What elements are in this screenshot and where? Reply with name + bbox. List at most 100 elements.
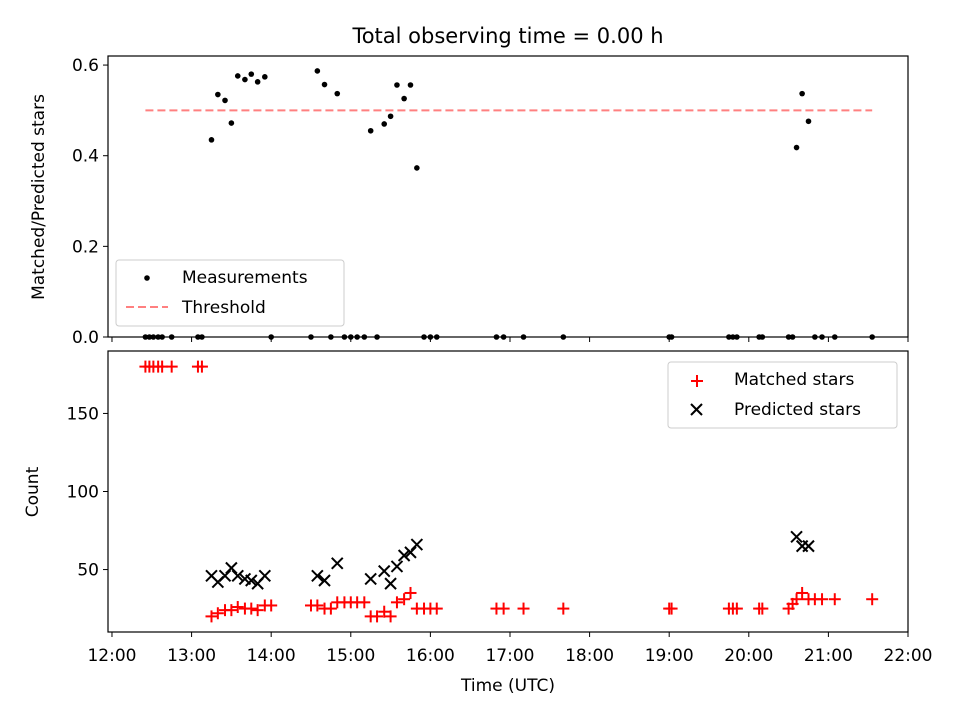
y-tick-label: 0.4 — [72, 147, 99, 167]
y-tick-label: 100 — [67, 483, 99, 503]
legend-label-matched: Matched stars — [734, 370, 854, 390]
measurement-point — [805, 118, 812, 125]
y-axis-label: Count — [23, 466, 43, 517]
matched-stars-point — [796, 586, 809, 599]
x-tick-label: 21:00 — [804, 646, 853, 666]
predicted-stars-point — [790, 530, 803, 543]
legend-box — [667, 361, 898, 429]
measurement-point — [394, 82, 400, 88]
matched-stars-point — [665, 602, 678, 615]
y-tick-label: 0.0 — [72, 328, 99, 348]
plot-area — [139, 360, 879, 623]
measurement-point — [414, 165, 420, 171]
legend: Matched stars Predicted stars — [667, 361, 898, 429]
legend-label-measurements: Measurements — [182, 268, 308, 288]
predicted-stars-point — [384, 577, 397, 590]
predicted-stars-point — [390, 560, 404, 573]
x-tick-label: 13:00 — [167, 646, 216, 666]
measurement-point — [215, 91, 221, 98]
axes-frame — [107, 350, 909, 633]
matched-stars-point — [430, 602, 443, 615]
matched-stars-point — [398, 593, 411, 606]
x-tick-label: 15:00 — [326, 646, 375, 666]
matched-stars-point — [231, 601, 244, 614]
measurement-point — [254, 79, 261, 85]
predicted-stars-point — [364, 572, 377, 586]
predicted-stars-point — [378, 564, 391, 578]
legend-box — [115, 259, 345, 327]
legend-marker-predicted — [690, 403, 703, 416]
y-tick-label: 50 — [77, 561, 99, 581]
y-axis-ticks: 0.0 0.2 0.4 0.6 — [72, 56, 108, 348]
matched-stars-point — [517, 602, 530, 615]
predicted-stars-point — [311, 569, 324, 583]
matched-stars-point — [756, 602, 769, 615]
measurement-point — [262, 74, 268, 80]
matched-stars-point — [358, 596, 371, 609]
matched-stars-point — [211, 607, 224, 620]
x-axis-label: Time (UTC) — [460, 676, 555, 696]
x-tick-label: 19:00 — [645, 646, 694, 666]
matched-stars-point — [378, 605, 391, 618]
measurement-point — [334, 90, 341, 97]
x-tick-label: 14:00 — [247, 646, 296, 666]
measurement-point — [234, 73, 241, 79]
y-tick-label: 150 — [67, 404, 99, 424]
x-tick-label: 18:00 — [565, 646, 614, 666]
y-axis-ticks: 50 100 150 — [67, 404, 108, 581]
predicted-stars-point — [410, 538, 424, 551]
x-axis-ticks: 12:00 13:00 14:00 15:00 16:00 17:00 18:00 19:00… — [87, 632, 933, 666]
y-tick-label: 0.6 — [72, 56, 99, 76]
measurement-point — [799, 90, 805, 97]
x-tick-label: 17:00 — [485, 646, 534, 666]
measurement-point — [387, 113, 394, 120]
matched-stars-point — [384, 610, 397, 623]
matched-stars-point — [866, 593, 879, 606]
matched-stars-point — [265, 599, 278, 612]
predicted-stars-point — [231, 569, 244, 583]
predicted-stars-point — [404, 546, 417, 559]
measurement-point — [208, 137, 215, 143]
y-tick-label: 0.2 — [72, 237, 99, 257]
matched-stars-point — [311, 599, 324, 612]
measurement-point — [242, 76, 248, 83]
measurement-point — [367, 127, 374, 134]
predicted-stars-point — [802, 539, 815, 553]
matched-stars-point — [497, 602, 510, 615]
measurement-point — [381, 121, 388, 127]
measurement-point — [222, 97, 228, 104]
matched-stars-point — [390, 596, 403, 609]
measurement-point — [793, 144, 800, 151]
legend: Measurements Threshold — [115, 259, 345, 327]
matched-stars-point — [828, 593, 841, 606]
matched-stars-point — [324, 602, 337, 615]
matched-stars-point — [816, 593, 829, 606]
measurement-point — [401, 95, 407, 102]
legend-marker-measurements — [144, 275, 150, 281]
predicted-stars-point — [218, 569, 232, 583]
legend-marker-matched — [691, 375, 703, 387]
predicted-stars-point — [397, 549, 411, 562]
predicted-stars-point — [331, 557, 344, 570]
matched-stars-point — [165, 360, 178, 373]
matched-stars-point — [195, 360, 208, 373]
y-axis-label: Matched/Predicted stars — [29, 94, 49, 300]
measurement-point — [248, 71, 255, 77]
ratio-panel: Total observing time = 0.00 h Matched/Pr… — [29, 24, 909, 348]
matched-stars-point — [404, 586, 417, 599]
x-tick-label: 12:00 — [87, 646, 136, 666]
matched-stars-point — [245, 602, 258, 615]
measurement-point — [228, 120, 235, 126]
legend-label-predicted: Predicted stars — [734, 400, 861, 420]
axes-frame — [107, 55, 909, 338]
predicted-stars-point — [245, 574, 258, 587]
matched-stars-point — [557, 602, 570, 615]
counts-panel: Count Time (UTC) 50 100 150 12:00 13:00 14:0… — [23, 350, 933, 696]
matched-stars-point — [205, 610, 218, 623]
matched-stars-point — [251, 604, 264, 617]
measurement-point — [407, 82, 414, 88]
matched-stars-point — [730, 602, 743, 615]
measurement-point — [314, 68, 321, 74]
predicted-stars-point — [258, 569, 272, 583]
matched-stars-point — [371, 610, 384, 623]
